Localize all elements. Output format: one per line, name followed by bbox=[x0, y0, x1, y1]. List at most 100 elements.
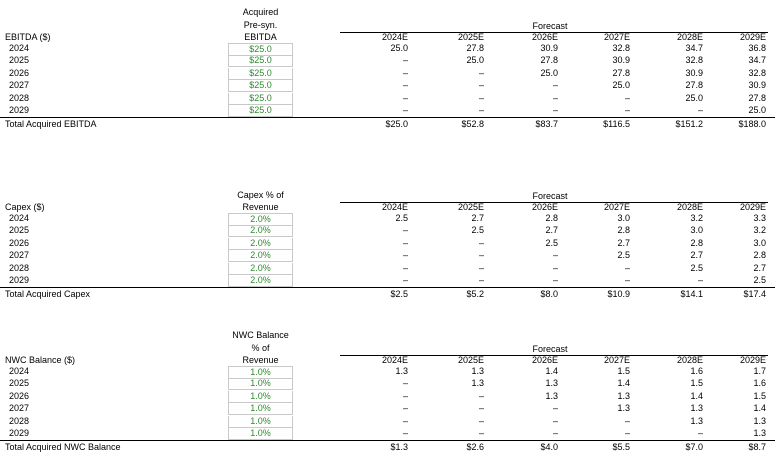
input-cell[interactable]: $25.0 bbox=[228, 80, 293, 93]
value-cell: 1.6 bbox=[753, 378, 766, 389]
value-cell: 1.7 bbox=[753, 366, 766, 376]
value-cell: 2.7 bbox=[545, 225, 558, 236]
year-column-header: 2026E bbox=[531, 202, 558, 212]
total-value: $151.2 bbox=[675, 119, 703, 130]
input-cell[interactable]: 1.0% bbox=[228, 378, 293, 391]
input-cell[interactable]: 2.0% bbox=[228, 275, 293, 287]
value-cell: 1.5 bbox=[617, 366, 630, 376]
row-year-label: 2026 bbox=[9, 390, 30, 401]
input-header-line: Pre-syn. bbox=[243, 19, 278, 30]
row-year-label: 2028 bbox=[9, 92, 30, 103]
value-cell: – bbox=[402, 390, 408, 401]
value-cell: 32.8 bbox=[612, 43, 630, 53]
row-year-label: 2024 bbox=[9, 43, 30, 53]
input-cell[interactable]: $25.0 bbox=[228, 105, 293, 117]
year-column-header: 2029E bbox=[739, 32, 766, 42]
value-cell: 2.7 bbox=[753, 262, 766, 273]
value-cell: – bbox=[402, 92, 408, 103]
value-cell: – bbox=[552, 105, 558, 115]
year-column-header: 2027E bbox=[603, 32, 630, 42]
input-cell[interactable]: $25.0 bbox=[228, 55, 293, 68]
input-cell[interactable]: $25.0 bbox=[228, 92, 293, 105]
value-cell: 1.5 bbox=[690, 378, 703, 389]
value-cell: – bbox=[402, 262, 408, 273]
input-cell[interactable]: $25.0 bbox=[228, 43, 293, 56]
value-cell: – bbox=[402, 80, 408, 91]
value-cell: 2.5 bbox=[545, 237, 558, 248]
value-cell: 1.3 bbox=[545, 378, 558, 389]
forecast-label: Forecast bbox=[532, 344, 568, 354]
value-cell: 1.6 bbox=[690, 366, 703, 376]
value-cell: 1.4 bbox=[690, 390, 703, 401]
value-cell: – bbox=[624, 262, 630, 273]
input-cell[interactable]: 1.0% bbox=[228, 415, 293, 428]
value-cell: 36.8 bbox=[748, 43, 766, 53]
input-cell[interactable]: 1.0% bbox=[228, 428, 293, 440]
value-cell: 25.0 bbox=[685, 92, 703, 103]
value-cell: 3.2 bbox=[753, 225, 766, 236]
value-cell: 32.8 bbox=[685, 55, 703, 66]
value-cell: – bbox=[478, 250, 484, 261]
year-column-header: 2028E bbox=[676, 32, 703, 42]
value-cell: – bbox=[478, 275, 484, 285]
year-column-header: 2026E bbox=[531, 32, 558, 42]
value-cell: – bbox=[697, 275, 703, 285]
value-cell: – bbox=[552, 250, 558, 261]
value-cell: – bbox=[624, 275, 630, 285]
row-year-label: 2025 bbox=[9, 225, 30, 236]
input-cell[interactable]: 1.0% bbox=[228, 390, 293, 403]
value-cell: 2.5 bbox=[617, 250, 630, 261]
total-value: $5.5 bbox=[612, 442, 630, 453]
total-value: $116.5 bbox=[603, 119, 630, 130]
value-cell: – bbox=[552, 262, 558, 273]
value-cell: 2.8 bbox=[753, 250, 766, 261]
value-cell: 2.7 bbox=[690, 250, 703, 261]
input-cell[interactable]: 2.0% bbox=[228, 213, 293, 226]
value-cell: – bbox=[402, 225, 408, 236]
input-header-line: Revenue bbox=[242, 202, 279, 212]
year-column-header: 2029E bbox=[739, 355, 766, 365]
value-cell: 2.8 bbox=[545, 213, 558, 223]
year-column-header: 2024E bbox=[381, 32, 408, 42]
total-label: Total Acquired Capex bbox=[5, 289, 91, 300]
total-value: $14.1 bbox=[680, 289, 703, 300]
value-cell: 30.9 bbox=[685, 67, 703, 78]
value-cell: 1.4 bbox=[753, 403, 766, 414]
input-cell[interactable]: 1.0% bbox=[228, 403, 293, 416]
value-cell: – bbox=[624, 92, 630, 103]
value-cell: 25.0 bbox=[748, 105, 766, 115]
value-cell: – bbox=[478, 105, 484, 115]
value-cell: – bbox=[478, 80, 484, 91]
value-cell: – bbox=[402, 428, 408, 438]
value-cell: 30.9 bbox=[540, 43, 558, 53]
total-rule bbox=[0, 117, 775, 119]
row-year-label: 2029 bbox=[9, 105, 30, 115]
total-value: $7.0 bbox=[685, 442, 703, 453]
input-header-line: EBITDA bbox=[244, 32, 277, 42]
value-cell: 2.7 bbox=[617, 237, 630, 248]
value-cell: 1.3 bbox=[753, 428, 766, 438]
value-cell: 2.5 bbox=[753, 275, 766, 285]
input-cell[interactable]: 1.0% bbox=[228, 366, 293, 379]
forecast-underline bbox=[340, 202, 768, 203]
year-column-header: 2025E bbox=[457, 32, 484, 42]
row-year-label: 2029 bbox=[9, 275, 30, 285]
input-cell[interactable]: 2.0% bbox=[228, 225, 293, 238]
value-cell: – bbox=[402, 67, 408, 78]
value-cell: 1.3 bbox=[395, 366, 408, 376]
value-cell: – bbox=[402, 237, 408, 248]
value-cell: 1.5 bbox=[753, 390, 766, 401]
value-cell: 25.0 bbox=[612, 80, 630, 91]
input-cell[interactable]: 2.0% bbox=[228, 262, 293, 275]
value-cell: 3.0 bbox=[617, 213, 630, 223]
forecast-underline bbox=[340, 355, 768, 356]
value-cell: – bbox=[624, 428, 630, 438]
input-cell[interactable]: $25.0 bbox=[228, 67, 293, 80]
value-cell: – bbox=[478, 415, 484, 426]
input-cell[interactable]: 2.0% bbox=[228, 237, 293, 250]
value-cell: – bbox=[478, 67, 484, 78]
input-cell[interactable]: 2.0% bbox=[228, 250, 293, 263]
value-cell: 1.3 bbox=[617, 403, 630, 414]
year-column-header: 2025E bbox=[457, 202, 484, 212]
value-cell: 3.2 bbox=[690, 213, 703, 223]
